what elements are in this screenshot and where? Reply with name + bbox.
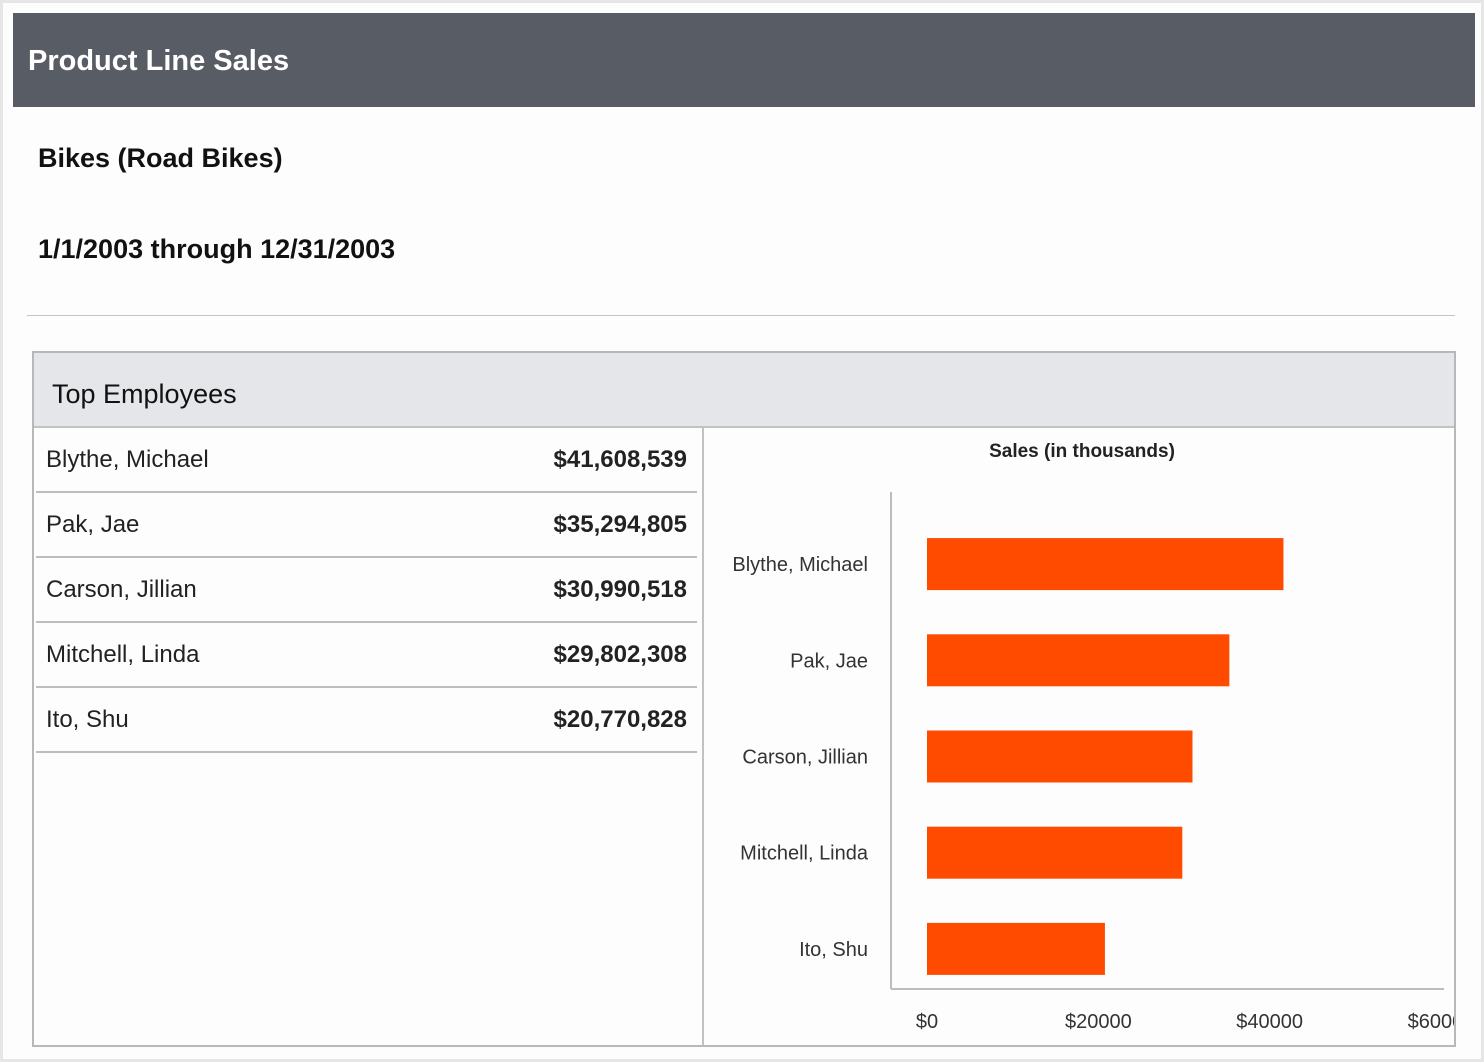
table-row: Mitchell, Linda $29,802,308 xyxy=(36,623,697,688)
employee-sales: $29,802,308 xyxy=(553,641,687,668)
top-employees-panel: Top Employees Blythe, Michael $41,608,53… xyxy=(32,351,1456,1047)
employee-name: Ito, Shu xyxy=(46,706,129,733)
category-label: Pak, Jae xyxy=(790,650,868,672)
bar-0 xyxy=(927,538,1284,591)
employee-sales: $20,770,828 xyxy=(553,706,687,733)
x-tick-label: $20000 xyxy=(1065,1011,1132,1033)
report-header: Product Line Sales xyxy=(13,13,1475,107)
bar-3 xyxy=(927,826,1183,879)
report-title: Product Line Sales xyxy=(28,45,290,77)
employee-sales: $30,990,518 xyxy=(553,576,687,603)
sales-chart: Sales (in thousands) Blythe, Michael Pak,… xyxy=(706,428,1454,1045)
table-row: Carson, Jillian $30,990,518 xyxy=(36,558,697,623)
date-range-label: 1/1/2003 through 12/31/2003 xyxy=(38,234,396,264)
employee-table: Blythe, Michael $41,608,539 Pak, Jae $35… xyxy=(34,428,704,1045)
sales-bar-chart: Sales (in thousands) Blythe, Michael Pak,… xyxy=(732,441,1454,1033)
category-label: Carson, Jillian xyxy=(742,747,868,769)
employee-sales: $35,294,805 xyxy=(553,511,687,538)
bar-1 xyxy=(927,634,1230,687)
employee-sales: $41,608,539 xyxy=(553,446,687,473)
category-label: Ito, Shu xyxy=(799,939,868,961)
category-label: Mitchell, Linda xyxy=(740,843,869,865)
chart-title: Sales (in thousands) xyxy=(989,441,1175,462)
table-row: Ito, Shu $20,770,828 xyxy=(36,688,697,753)
table-row: Pak, Jae $35,294,805 xyxy=(36,493,697,558)
employee-name: Blythe, Michael xyxy=(46,446,209,473)
employee-name: Pak, Jae xyxy=(46,511,140,538)
employee-name: Mitchell, Linda xyxy=(46,641,200,668)
panel-title: Top Employees xyxy=(52,379,237,409)
x-tick-label: $60000 xyxy=(1408,1011,1454,1033)
bar-2 xyxy=(927,730,1193,783)
x-tick-label: $0 xyxy=(916,1011,938,1033)
panel-header: Top Employees xyxy=(34,353,1454,428)
x-tick-label: $40000 xyxy=(1236,1011,1303,1033)
category-label: Blythe, Michael xyxy=(732,554,868,576)
bar-4 xyxy=(927,922,1105,975)
product-line-label: Bikes (Road Bikes) xyxy=(38,143,283,173)
table-row: Blythe, Michael $41,608,539 xyxy=(36,428,697,493)
divider xyxy=(27,315,1455,316)
employee-name: Carson, Jillian xyxy=(46,576,197,603)
